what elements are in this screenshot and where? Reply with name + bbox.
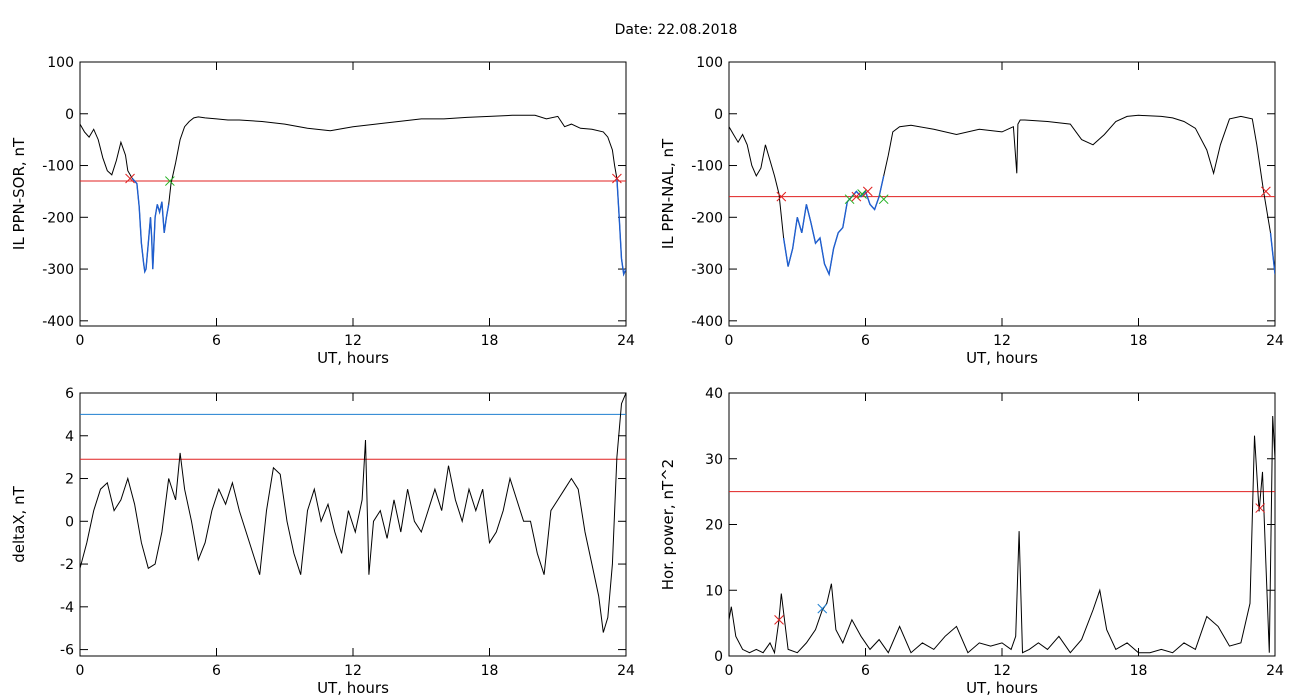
y-tick-label: 0: [65, 514, 74, 530]
highlight-segment: [131, 178, 170, 274]
x-tick-label: 18: [481, 333, 499, 349]
x-tick-label: 12: [993, 333, 1011, 349]
y-tick-label: 0: [65, 107, 74, 123]
crossing-marker: [165, 176, 175, 186]
panel-il-ppn-nal: 0 6 12 18 24 100 0 -100 -200 -300 -400 UT, hours IL …: [659, 55, 1284, 367]
panel-deltax: 0 6 12 18 24 6 4 2 0 -2 -4 -6 UT, hours deltaX, nT: [10, 386, 635, 697]
crossing-marker: [1261, 186, 1271, 197]
plot-frame: [728, 392, 1276, 657]
y-tick-label: -100: [42, 159, 74, 175]
highlight-segment: [616, 178, 626, 277]
y-tick-label: -200: [42, 210, 74, 226]
marker-stroke: [612, 173, 622, 184]
x-tick-label: 24: [1266, 333, 1284, 349]
marker-stroke: [1261, 186, 1271, 197]
crossing-marker: [862, 186, 873, 197]
y-axis-label: deltaX, nT: [10, 485, 28, 562]
crossing-marker: [844, 194, 855, 205]
y-tick-label: 40: [705, 386, 723, 402]
series-line: [80, 393, 626, 633]
crossing-marker: [774, 614, 784, 625]
crossing-marker: [878, 194, 889, 205]
marker-stroke: [774, 614, 784, 625]
y-tick-label: -2: [60, 557, 74, 573]
crossing-marker: [612, 173, 622, 184]
x-tick-label: 18: [1130, 333, 1148, 349]
series-line: [729, 114, 1275, 276]
highlight-segment: [1269, 232, 1275, 275]
x-axis-label: UT, hours: [966, 679, 1038, 697]
crossing-marker: [851, 191, 862, 202]
x-tick-label: 24: [1266, 663, 1284, 679]
y-axis-label: Hor. power, nT^2: [659, 459, 677, 590]
y-tick-label: 4: [65, 429, 74, 445]
y-tick-label: -200: [691, 210, 723, 226]
x-tick-label: 6: [861, 333, 870, 349]
x-tick-label: 18: [1130, 663, 1148, 679]
y-axis-label: IL PPN-NAL, nT: [659, 138, 677, 249]
marker-stroke: [125, 173, 135, 184]
marker-stroke: [817, 603, 828, 614]
marker-stroke: [776, 191, 787, 202]
x-tick-label: 6: [212, 663, 221, 679]
x-tick-label: 6: [212, 333, 221, 349]
y-tick-label: -300: [42, 262, 74, 278]
x-tick-label: 18: [481, 663, 499, 679]
x-axis-label: UT, hours: [966, 349, 1038, 367]
panel-il-ppn-sor: 0 6 12 18 24 100 0 -100 -200 -300 -400 UT, hours IL …: [10, 55, 635, 367]
y-tick-label: -300: [691, 262, 723, 278]
y-tick-label: 0: [714, 107, 723, 123]
y-tick-label: 20: [705, 518, 723, 534]
marker-stroke: [844, 194, 855, 205]
marker-stroke: [857, 189, 867, 199]
y-tick-label: 2: [65, 472, 74, 488]
x-axis-label: UT, hours: [317, 679, 389, 697]
plot-area: [80, 393, 626, 633]
marker-stroke: [165, 176, 175, 186]
x-tick-label: 24: [617, 663, 635, 679]
plot-area: [729, 114, 1275, 277]
series-line: [729, 415, 1275, 655]
marker-stroke: [878, 194, 889, 205]
plot-frame: [79, 61, 627, 327]
y-tick-label: -4: [60, 600, 74, 616]
marker-stroke: [851, 191, 862, 202]
x-tick-label: 0: [76, 333, 85, 349]
plot-area: [729, 415, 1275, 655]
marker-stroke: [862, 186, 873, 197]
crossing-marker: [817, 603, 828, 614]
crossing-marker: [776, 191, 787, 202]
plot-area: [80, 114, 626, 277]
crossing-marker: [857, 189, 867, 199]
y-tick-label: 6: [65, 386, 74, 402]
x-tick-label: 6: [861, 663, 870, 679]
x-tick-label: 0: [76, 663, 85, 679]
x-axis-label: UT, hours: [317, 349, 389, 367]
y-tick-label: 0: [714, 649, 723, 665]
highlight-segment: [782, 175, 885, 277]
y-tick-label: -400: [42, 314, 74, 330]
y-tick-label: 100: [696, 55, 723, 71]
crossing-marker: [125, 173, 135, 184]
crossing-marker: [1255, 503, 1266, 513]
x-tick-label: 0: [725, 663, 734, 679]
y-tick-label: -6: [60, 643, 74, 659]
y-tick-label: -100: [691, 159, 723, 175]
marker-stroke: [1255, 503, 1266, 513]
x-tick-label: 24: [617, 333, 635, 349]
y-tick-label: -400: [691, 314, 723, 330]
series-line: [80, 114, 626, 276]
x-tick-label: 12: [993, 663, 1011, 679]
y-tick-label: 10: [705, 583, 723, 599]
y-tick-label: 100: [47, 55, 74, 71]
figure-title: Date: 22.08.2018: [615, 22, 738, 38]
y-tick-label: 30: [705, 452, 723, 468]
x-tick-label: 12: [344, 663, 362, 679]
x-tick-label: 0: [725, 333, 734, 349]
plot-frame: [728, 61, 1276, 327]
y-axis-label: IL PPN-SOR, nT: [10, 137, 28, 250]
x-tick-label: 12: [344, 333, 362, 349]
panel-hor-power: 0 6 12 18 24 40 30 20 10 0 UT, hours Hor. power, nT…: [659, 386, 1284, 697]
